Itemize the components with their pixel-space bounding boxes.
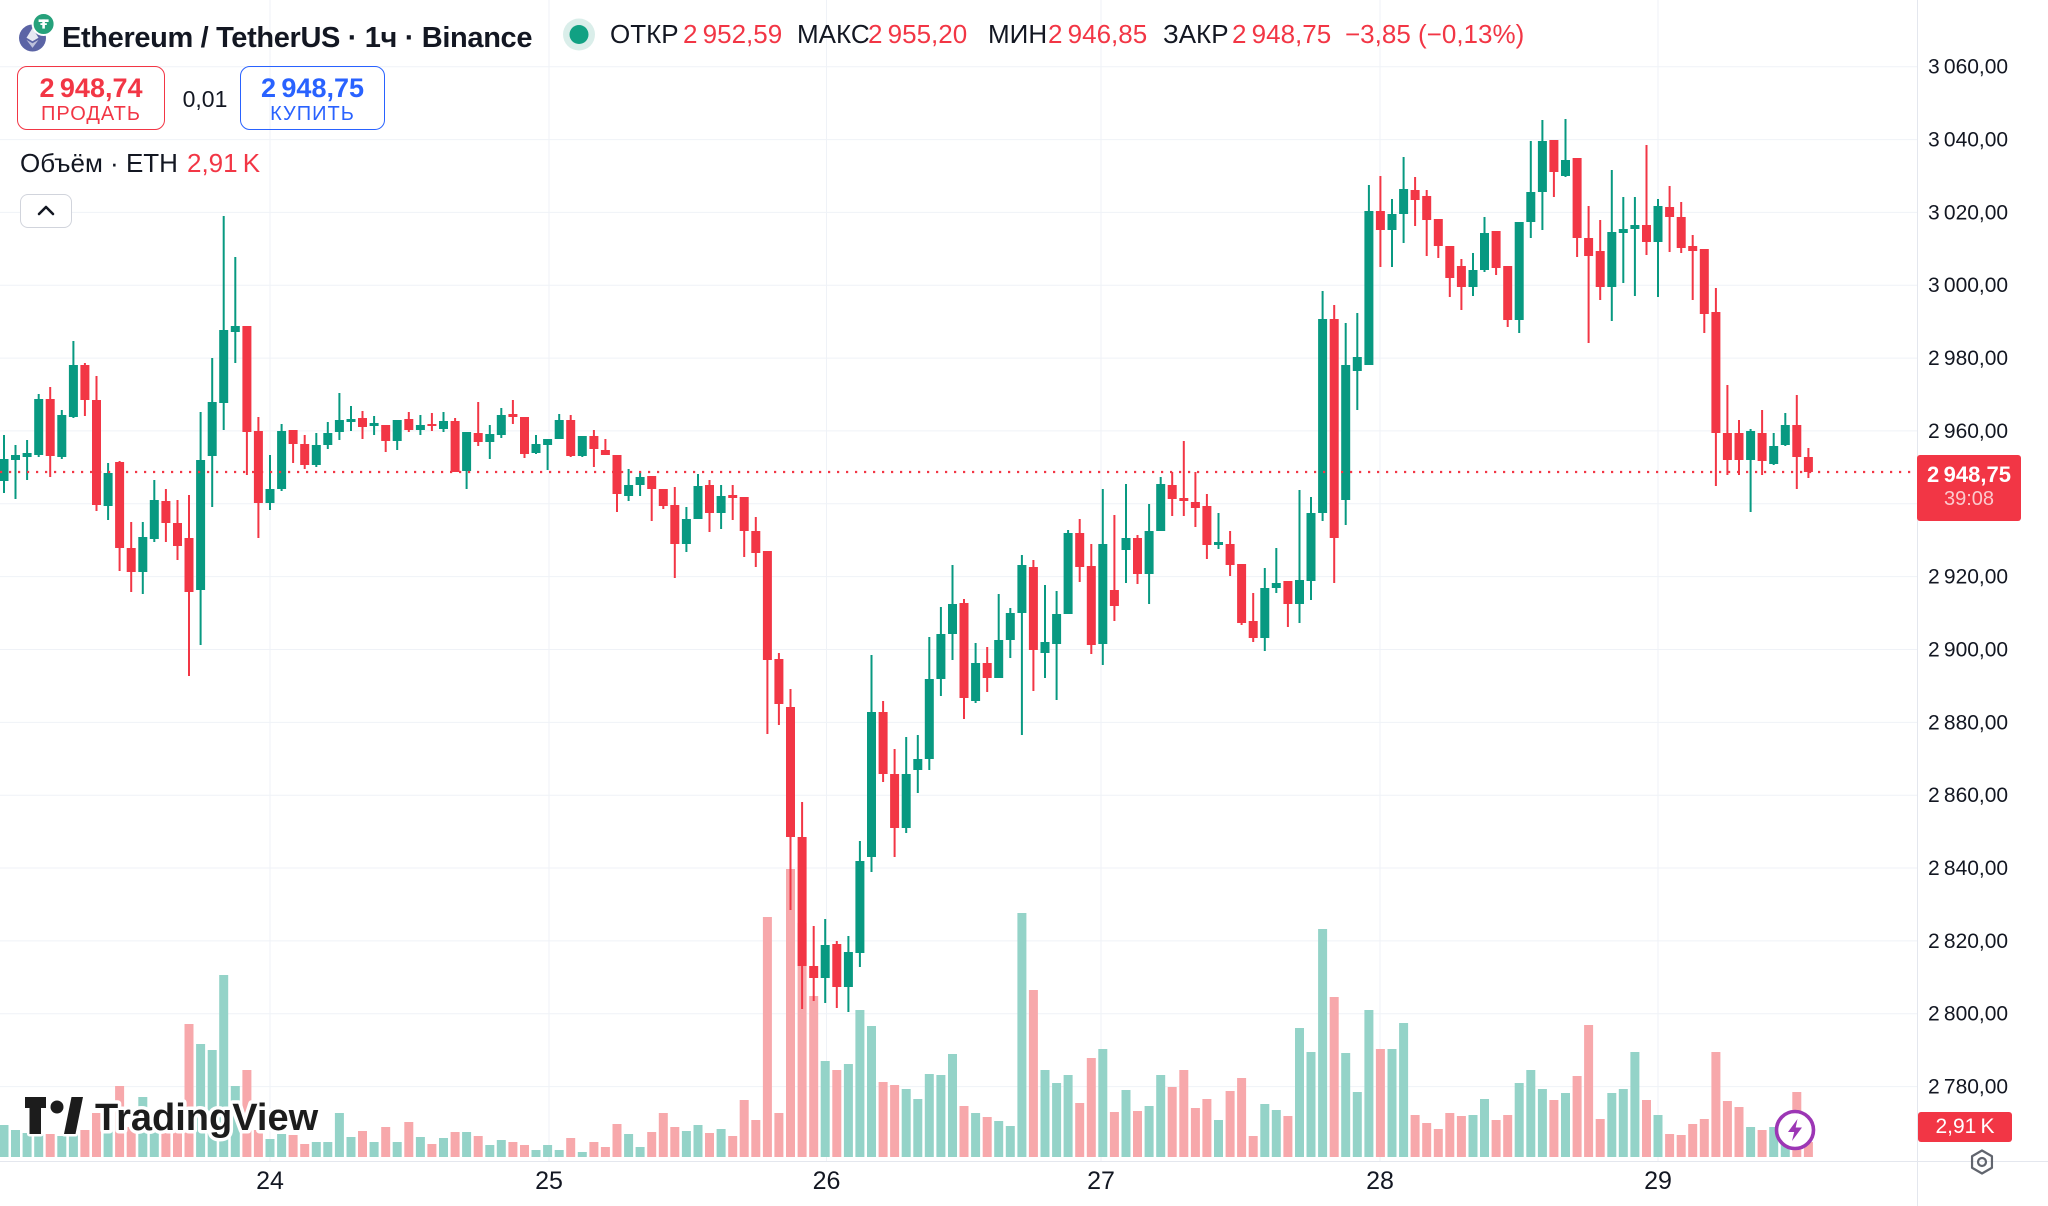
svg-text:2 840,00: 2 840,00 xyxy=(1928,857,2008,880)
svg-text:2 980,00: 2 980,00 xyxy=(1928,347,2008,370)
svg-text:26: 26 xyxy=(813,1167,841,1195)
svg-text:3 060,00: 3 060,00 xyxy=(1928,56,2008,79)
svg-text:2 960,00: 2 960,00 xyxy=(1928,420,2008,443)
svg-text:2 952,59: 2 952,59 xyxy=(683,19,782,49)
svg-text:Ethereum / TetherUS · 1ч · Bin: Ethereum / TetherUS · 1ч · Binance xyxy=(62,22,532,54)
svg-text:2 880,00: 2 880,00 xyxy=(1928,711,2008,734)
svg-text:ОТКР: ОТКР xyxy=(610,19,679,49)
svg-text:2 900,00: 2 900,00 xyxy=(1928,638,2008,661)
svg-text:2 955,20: 2 955,20 xyxy=(868,19,967,49)
svg-text:29: 29 xyxy=(1644,1167,1672,1195)
svg-text:−3,85 (−0,13%): −3,85 (−0,13%) xyxy=(1345,19,1524,49)
svg-text:2 820,00: 2 820,00 xyxy=(1928,930,2008,953)
svg-text:27: 27 xyxy=(1087,1167,1115,1195)
svg-text:2 948,75: 2 948,75 xyxy=(1232,19,1331,49)
svg-text:3 000,00: 3 000,00 xyxy=(1928,274,2008,297)
svg-text:24: 24 xyxy=(256,1167,284,1195)
svg-text:2 800,00: 2 800,00 xyxy=(1928,1003,2008,1026)
svg-text:3 020,00: 3 020,00 xyxy=(1928,201,2008,224)
svg-text:МАКС: МАКС xyxy=(797,19,870,49)
svg-text:28: 28 xyxy=(1366,1167,1394,1195)
svg-text:2 920,00: 2 920,00 xyxy=(1928,566,2008,589)
svg-text:ЗАКР: ЗАКР xyxy=(1163,19,1229,49)
svg-text:2 860,00: 2 860,00 xyxy=(1928,784,2008,807)
svg-text:TradingView: TradingView xyxy=(95,1097,319,1139)
svg-text:25: 25 xyxy=(535,1167,563,1195)
svg-text:МИН: МИН xyxy=(988,19,1047,49)
svg-text:2 946,85: 2 946,85 xyxy=(1048,19,1147,49)
svg-text:2 780,00: 2 780,00 xyxy=(1928,1076,2008,1099)
svg-text:3 040,00: 3 040,00 xyxy=(1928,129,2008,152)
